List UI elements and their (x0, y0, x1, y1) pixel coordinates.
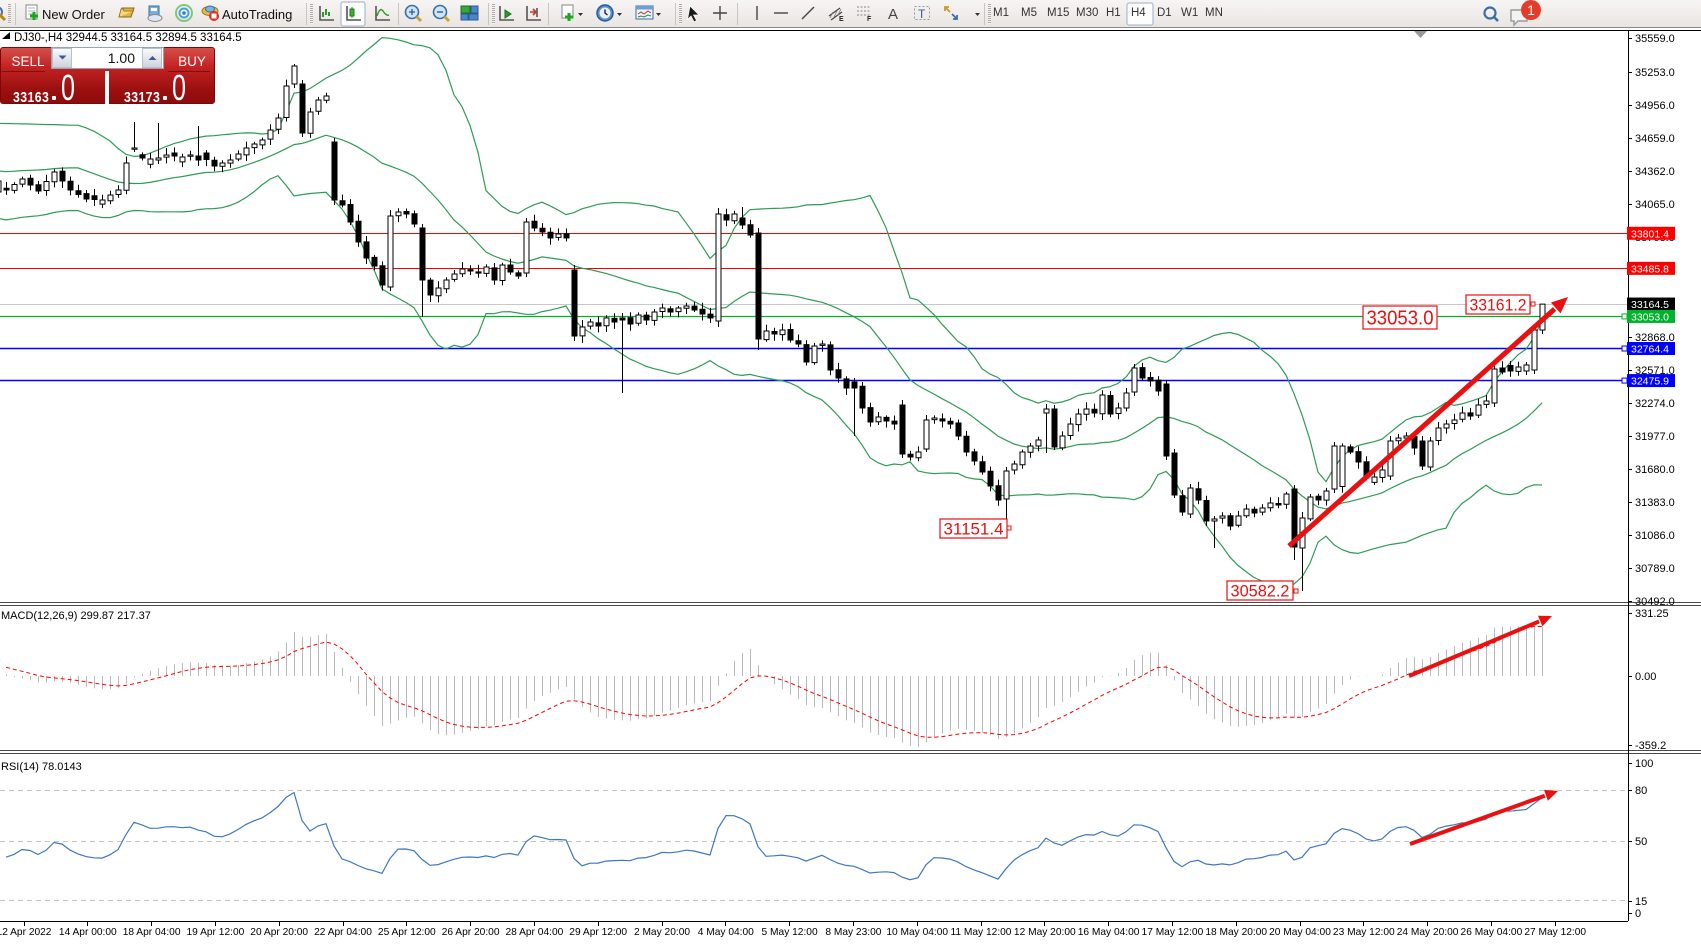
svg-text:1: 1 (1527, 2, 1535, 18)
svg-text:32475.9: 32475.9 (1631, 376, 1669, 388)
svg-text:34065.0: 34065.0 (1635, 199, 1675, 211)
svg-text:-359.2: -359.2 (1635, 740, 1666, 752)
svg-text:23 May 12:00: 23 May 12:00 (1333, 927, 1395, 938)
svg-text:31086.0: 31086.0 (1635, 530, 1675, 542)
svg-text:28 Apr 04:00: 28 Apr 04:00 (506, 927, 564, 938)
svg-text:19 Apr 12:00: 19 Apr 12:00 (187, 927, 245, 938)
svg-text:16 May 04:00: 16 May 04:00 (1078, 927, 1140, 938)
svg-text:34659.0: 34659.0 (1635, 133, 1675, 145)
svg-text:8 May 23:00: 8 May 23:00 (825, 927, 881, 938)
svg-text:27 May 12:00: 27 May 12:00 (1524, 927, 1586, 938)
svg-text:0: 0 (61, 70, 75, 104)
svg-text:33053.0: 33053.0 (1367, 308, 1434, 330)
svg-text:26 Apr 20:00: 26 Apr 20:00 (442, 927, 500, 938)
svg-text:35253.0: 35253.0 (1635, 67, 1675, 79)
svg-text:E: E (839, 16, 844, 23)
svg-text:100: 100 (1635, 758, 1653, 770)
svg-text:12 May 20:00: 12 May 20:00 (1014, 927, 1076, 938)
svg-text:33053.0: 33053.0 (1631, 311, 1669, 323)
svg-text:4 May 04:00: 4 May 04:00 (698, 927, 754, 938)
svg-text:32764.4: 32764.4 (1631, 344, 1669, 356)
svg-text:20 May 04:00: 20 May 04:00 (1269, 927, 1331, 938)
svg-text:2 May 20:00: 2 May 20:00 (634, 927, 690, 938)
svg-text:DJ30-,H4 32944.5 33164.5 3289: DJ30-,H4 32944.5 33164.5 32894.5 33164.5 (14, 32, 242, 44)
svg-text:33485.8: 33485.8 (1631, 263, 1669, 275)
svg-text:20 Apr 20:00: 20 Apr 20:00 (250, 927, 308, 938)
svg-text:34362.0: 34362.0 (1635, 166, 1675, 178)
svg-text:14 Apr 00:00: 14 Apr 00:00 (59, 927, 117, 938)
svg-text:30492.0: 30492.0 (1635, 596, 1675, 608)
svg-text:17 May 12:00: 17 May 12:00 (1142, 927, 1204, 938)
svg-text:31680.0: 31680.0 (1635, 464, 1675, 476)
svg-text:T: T (918, 7, 926, 21)
svg-text:30582.2: 30582.2 (1231, 582, 1290, 601)
svg-text:F: F (867, 16, 872, 23)
svg-text:5 May 12:00: 5 May 12:00 (762, 927, 818, 938)
svg-text:11 May 12:00: 11 May 12:00 (951, 927, 1012, 938)
svg-text:32571.0: 32571.0 (1635, 365, 1675, 377)
svg-text:31383.0: 31383.0 (1635, 497, 1675, 509)
svg-text:15: 15 (1635, 896, 1647, 908)
svg-text:33801.4: 33801.4 (1631, 228, 1669, 240)
svg-text:25 Apr 12:00: 25 Apr 12:00 (378, 927, 436, 938)
svg-text:33164.5: 33164.5 (1631, 299, 1669, 311)
svg-text:22 Apr 04:00: 22 Apr 04:00 (314, 927, 372, 938)
svg-text:30789.0: 30789.0 (1635, 563, 1675, 575)
svg-text:RSI(14) 78.0143: RSI(14) 78.0143 (1, 761, 82, 773)
svg-text:0: 0 (1635, 908, 1641, 920)
svg-text:12 Apr 2022: 12 Apr 2022 (0, 927, 52, 938)
svg-text:29 Apr 12:00: 29 Apr 12:00 (569, 927, 627, 938)
svg-text:26 May 04:00: 26 May 04:00 (1461, 927, 1523, 938)
svg-text:331.25: 331.25 (1635, 608, 1669, 620)
svg-text:80: 80 (1635, 785, 1647, 797)
svg-text:50: 50 (1635, 836, 1647, 848)
svg-text:32274.0: 32274.0 (1635, 398, 1675, 410)
svg-text:0: 0 (172, 70, 186, 104)
svg-text:10 May 04:00: 10 May 04:00 (886, 927, 948, 938)
svg-text:31151.4: 31151.4 (944, 520, 1004, 539)
svg-text:33161.2: 33161.2 (1470, 296, 1527, 315)
svg-text:18 Apr 04:00: 18 Apr 04:00 (123, 927, 181, 938)
svg-text:31977.0: 31977.0 (1635, 431, 1675, 443)
svg-text:32868.0: 32868.0 (1635, 332, 1675, 344)
svg-text:34956.0: 34956.0 (1635, 100, 1675, 112)
svg-text:A: A (888, 6, 898, 23)
svg-text:24 May 20:00: 24 May 20:00 (1397, 927, 1459, 938)
svg-text:35559.0: 35559.0 (1635, 33, 1675, 45)
svg-text:18 May 20:00: 18 May 20:00 (1205, 927, 1267, 938)
svg-text:MACD(12,26,9) 299.87 217.37: MACD(12,26,9) 299.87 217.37 (1, 610, 151, 622)
svg-text:0.00: 0.00 (1635, 671, 1656, 683)
